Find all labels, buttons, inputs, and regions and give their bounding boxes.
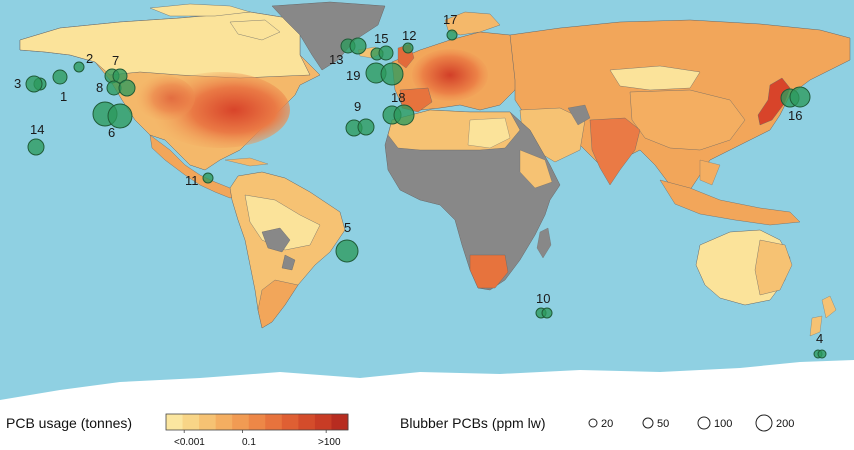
site-marker — [52, 69, 68, 85]
size-legend-label: 200 — [776, 418, 794, 430]
site-marker — [107, 103, 133, 129]
australia — [695, 229, 837, 337]
usage-ramp-swatch — [248, 414, 266, 430]
usage-ramp-swatch — [298, 414, 316, 430]
usage-ramp-swatch — [281, 414, 299, 430]
size-legend-circle — [588, 418, 598, 428]
greenland — [271, 1, 386, 71]
size-legend-circle — [642, 417, 654, 429]
site-marker — [380, 62, 404, 86]
legend-background — [0, 400, 854, 450]
usage-ramp-swatch — [199, 414, 217, 430]
usage-ramp-swatch — [166, 414, 184, 430]
site-marker — [541, 307, 553, 319]
site-8: 8 — [96, 79, 136, 97]
size-legend-circle — [697, 416, 711, 430]
usage-legend: PCB usage (tonnes) <0.001 0.1 >100 — [6, 413, 349, 448]
site-label: 13 — [329, 52, 343, 67]
site-2: 2 — [73, 51, 93, 73]
site-label: 10 — [536, 291, 550, 306]
site-marker — [27, 138, 45, 156]
size-legend-label: 50 — [657, 418, 669, 430]
site-label: 17 — [443, 12, 457, 27]
blubber-legend: Blubber PCBs (ppm lw) 20 50 100 200 — [400, 414, 794, 432]
site-label: 7 — [112, 53, 119, 68]
site-marker — [202, 172, 214, 184]
usage-legend-title: PCB usage (tonnes) — [6, 415, 132, 431]
site-label: 2 — [86, 51, 93, 66]
usage-ramp-swatch — [265, 414, 283, 430]
usage-tick-high: >100 — [318, 437, 341, 448]
usage-ramp-swatch — [232, 414, 250, 430]
site-marker — [73, 61, 85, 73]
site-19: 19 — [346, 62, 404, 86]
site-marker — [357, 118, 375, 136]
size-legend-circle — [755, 414, 773, 432]
site-18: 18 — [382, 90, 415, 126]
site-label: 8 — [96, 80, 103, 95]
site-label: 19 — [346, 68, 360, 83]
size-legend-label: 20 — [601, 418, 613, 430]
blubber-size-legend: 20 50 100 200 — [588, 414, 794, 432]
site-marker — [112, 68, 128, 84]
antarctica — [0, 360, 854, 400]
site-6: 6 — [92, 101, 133, 140]
usage-ramp-border — [165, 413, 349, 431]
site-marker — [378, 45, 394, 61]
site-16: 16 — [780, 86, 811, 123]
site-17: 17 — [443, 12, 458, 41]
site-label: 14 — [30, 122, 44, 137]
usage-ramp-swatch — [331, 414, 349, 430]
site-marker — [402, 42, 414, 54]
site-10: 10 — [535, 291, 553, 319]
site-label: 12 — [402, 28, 416, 43]
usage-tick-low: <0.001 — [174, 437, 205, 448]
site-marker — [393, 104, 415, 126]
site-marker — [817, 349, 827, 359]
site-4: 4 — [813, 331, 827, 359]
site-9: 9 — [345, 99, 375, 137]
site-3: 3 — [14, 75, 43, 93]
usage-tick-mid: 0.1 — [242, 437, 256, 448]
usage-ramp-swatch — [182, 414, 200, 430]
site-label: 1 — [60, 89, 67, 104]
site-14: 14 — [27, 122, 45, 156]
europe — [391, 11, 521, 113]
site-label: 16 — [788, 108, 802, 123]
site-marker — [118, 79, 136, 97]
africa — [384, 109, 561, 291]
site-11: 11 — [185, 172, 214, 188]
usage-ramp-swatch — [314, 414, 332, 430]
usage-ramp-swatch — [215, 414, 233, 430]
south-america — [229, 171, 346, 329]
site-12: 12 — [402, 28, 416, 54]
site-13: 13 — [329, 37, 367, 67]
site-label: 9 — [354, 99, 361, 114]
site-label: 4 — [816, 331, 823, 346]
site-marker — [335, 239, 359, 263]
site-marker — [789, 86, 811, 108]
site-7: 7 — [104, 53, 128, 84]
site-label: 3 — [14, 76, 21, 91]
blubber-legend-title: Blubber PCBs (ppm lw) — [400, 415, 546, 431]
site-label: 6 — [108, 125, 115, 140]
site-label: 15 — [374, 31, 388, 46]
size-legend-label: 100 — [714, 418, 732, 430]
site-marker — [446, 29, 458, 41]
site-label: 11 — [185, 173, 199, 188]
site-label: 5 — [344, 220, 351, 235]
site-5: 5 — [335, 220, 359, 263]
usage-color-ramp — [165, 413, 349, 433]
site-15: 15 — [370, 31, 394, 61]
site-marker — [349, 37, 367, 55]
site-marker — [25, 75, 43, 93]
north-america — [19, 3, 321, 199]
site-label: 18 — [391, 90, 405, 105]
